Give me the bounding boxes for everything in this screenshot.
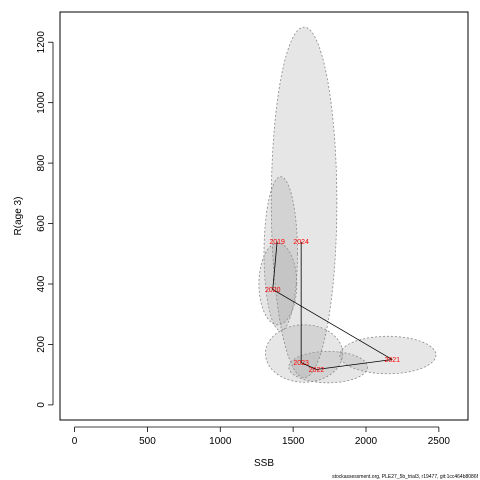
point-label-2021: 2021 (384, 357, 400, 364)
plot-frame (59, 11, 469, 421)
confidence-ellipse-2024 (270, 26, 338, 379)
point-label-2023: 2023 (293, 360, 309, 367)
y-axis-title: R(age 3) (13, 197, 24, 236)
y-tick-label: 400 (36, 275, 47, 292)
y-tick-label: 0 (36, 402, 47, 408)
x-tick-label: 2500 (428, 436, 451, 447)
y-tick-label: 200 (36, 336, 47, 353)
point-label-2020: 2020 (265, 287, 281, 294)
confidence-ellipse-2020 (258, 242, 298, 326)
y-tick-label: 1200 (36, 31, 47, 54)
path-segment-2021-2022 (316, 359, 393, 370)
footnote: stockassessment.org, PLE27_5b_trial3, r1… (332, 474, 479, 480)
x-tick-label: 0 (72, 436, 78, 447)
path-segment-2020-2021 (272, 289, 393, 360)
x-tick-label: 2000 (355, 436, 378, 447)
x-tick-label: 1500 (282, 436, 305, 447)
confidence-ellipses (258, 26, 437, 384)
confidence-ellipse-2019 (263, 176, 298, 332)
confidence-ellipse-2023 (265, 324, 344, 383)
point-label-2022: 2022 (309, 367, 325, 374)
confidence-ellipse-2022 (288, 350, 368, 384)
x-axis-title: SSB (254, 458, 274, 469)
confidence-ellipse-2021 (339, 335, 437, 375)
path-segment-2022-2023 (300, 362, 317, 370)
stock-recruit-path (272, 241, 393, 370)
y-tick-label: 1000 (36, 91, 47, 114)
x-axis: 0 500 1000 1500 2000 2500 (72, 426, 451, 447)
y-tick-label: 800 (36, 154, 47, 171)
x-tick-label: 1000 (209, 436, 232, 447)
point-label-2024: 2024 (293, 239, 309, 246)
y-axis: 0 200 400 600 800 1000 1200 (36, 31, 54, 408)
y-tick-label: 600 (36, 215, 47, 232)
point-label-2019: 2019 (269, 239, 285, 246)
path-segment-2019-2020 (272, 241, 278, 290)
x-tick-label: 500 (139, 436, 156, 447)
